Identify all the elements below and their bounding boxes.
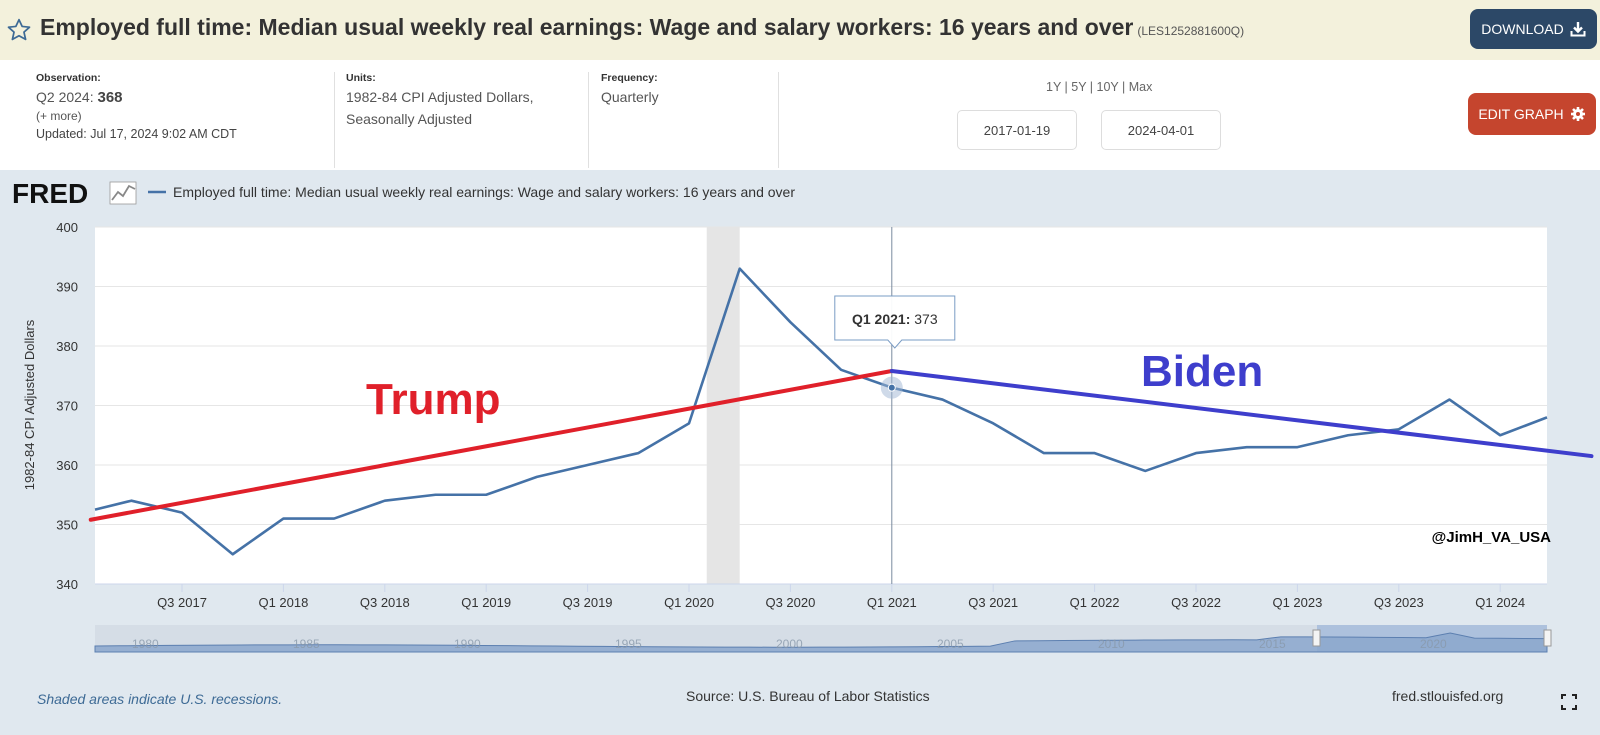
edit-graph-button[interactable]: EDIT GRAPH (1468, 93, 1596, 135)
frequency-panel: Frequency: Quarterly (601, 72, 659, 108)
x-tick-label: Q1 2020 (664, 595, 714, 610)
y-tick-label: 400 (56, 220, 78, 235)
observation-row: Q2 2024: 368 (36, 86, 237, 109)
recession-note: Shaded areas indicate U.S. recessions. (37, 691, 283, 707)
trend-label-biden: Biden (1141, 347, 1263, 396)
navigator-year-label: 2005 (937, 637, 964, 651)
x-tick-label: Q1 2022 (1070, 595, 1120, 610)
end-date-input[interactable]: 2024-04-01 (1101, 110, 1221, 150)
tooltip-period: Q1 2021: (852, 311, 910, 327)
navigator-year-label: 1985 (293, 637, 320, 651)
units-line1: 1982-84 CPI Adjusted Dollars, (346, 89, 534, 105)
units-label: Units: (346, 72, 376, 84)
chart-svg: FRED Employed full time: Median usual we… (12, 178, 1594, 653)
observation-value: 368 (97, 89, 123, 106)
navigator-year-label: 1980 (132, 637, 159, 651)
start-date-input[interactable]: 2017-01-19 (957, 110, 1077, 150)
x-tick-label: Q1 2024 (1475, 595, 1525, 610)
observation-period: Q2 2024: (36, 89, 94, 105)
x-tick-label: Q3 2023 (1374, 595, 1424, 610)
title-text: Employed full time: Median usual weekly … (40, 14, 1134, 40)
range-links[interactable]: 1Y | 5Y | 10Y | Max (1046, 80, 1153, 94)
navigator-year-label: 1990 (454, 637, 481, 651)
star-outline-icon[interactable] (6, 17, 32, 43)
more-link[interactable]: (+ more) (36, 109, 82, 123)
divider (778, 72, 779, 168)
x-tick-label: Q3 2018 (360, 595, 410, 610)
x-tick-label: Q1 2023 (1272, 595, 1322, 610)
units-panel: Units: 1982-84 CPI Adjusted Dollars, Sea… (346, 72, 534, 130)
x-tick-label: Q1 2021 (867, 595, 917, 610)
navigator-right-handle[interactable] (1543, 629, 1552, 647)
trend-label-trump: Trump (366, 375, 500, 424)
gear-icon (1570, 107, 1585, 121)
x-tick-label: Q3 2022 (1171, 595, 1221, 610)
info-bar: Observation: Q2 2024: 368 (+ more) Updat… (0, 60, 1600, 170)
y-tick-label: 380 (56, 339, 78, 354)
navigator-year-label: 2010 (1098, 637, 1125, 651)
y-tick-label: 390 (56, 280, 78, 295)
download-icon (1570, 22, 1586, 37)
page-title: Employed full time: Median usual weekly … (40, 14, 1244, 41)
x-tick-label: Q3 2019 (563, 595, 613, 610)
y-tick-label: 340 (56, 577, 78, 592)
watermark: @JimH_VA_USA (1432, 529, 1552, 546)
series-line (94, 267, 1548, 556)
updated-text: Updated: Jul 17, 2024 9:02 AM CDT (36, 127, 237, 141)
tooltip: Q1 2021: 373 (834, 295, 956, 349)
tooltip-text: Q1 2021: 373 (852, 311, 938, 327)
download-button[interactable]: DOWNLOAD (1470, 9, 1597, 49)
fred-logo-graph-icon (109, 181, 137, 205)
fullscreen-icon[interactable] (1560, 693, 1578, 711)
divider (334, 72, 335, 168)
navigator-year-label: 2000 (776, 637, 803, 651)
legend-label: Employed full time: Median usual weekly … (173, 184, 795, 200)
download-label: DOWNLOAD (1481, 21, 1564, 37)
x-tick-label: Q1 2018 (258, 595, 308, 610)
source-text: Source: U.S. Bureau of Labor Statistics (686, 688, 930, 704)
x-tick-label: Q3 2017 (157, 595, 207, 610)
trend-line-trump (88, 368, 894, 522)
chart-area: FRED Employed full time: Median usual we… (0, 170, 1600, 735)
frequency-label: Frequency: (601, 72, 658, 84)
navigator-year-label: 2015 (1259, 637, 1286, 651)
x-tick-label: Q1 2019 (461, 595, 511, 610)
edit-graph-label: EDIT GRAPH (1478, 106, 1564, 122)
site-link[interactable]: fred.stlouisfed.org (1392, 688, 1504, 704)
series-header: Employed full time: Median usual weekly … (0, 0, 1600, 60)
units-line2: Seasonally Adjusted (346, 111, 473, 127)
y-tick-label: 360 (56, 458, 78, 473)
navigator-year-label: 1995 (615, 637, 642, 651)
trend-line-biden (889, 368, 1594, 459)
navigator-left-handle[interactable] (1312, 629, 1321, 647)
fred-logo-text: FRED (12, 178, 88, 209)
observation-panel: Observation: Q2 2024: 368 (+ more) Updat… (36, 72, 237, 141)
x-tick-label: Q3 2021 (968, 595, 1018, 610)
observation-label: Observation: (36, 72, 101, 84)
tooltip-box (834, 295, 956, 349)
series-id: (LES1252881600Q) (1137, 24, 1245, 38)
y-tick-label: 350 (56, 518, 78, 533)
y-tick-label: 370 (56, 399, 78, 414)
tooltip-value: 373 (914, 311, 938, 327)
fred-logo: FRED (12, 178, 137, 209)
navigator-year-label: 2020 (1420, 637, 1447, 651)
frequency-value: Quarterly (601, 89, 659, 105)
range-navigator[interactable]: 1980 1985 1990 1995 2000 2005 2010 2015 2020 (94, 625, 1552, 653)
x-tick-label: Q3 2020 (765, 595, 815, 610)
hover-point (887, 383, 896, 392)
divider (588, 72, 589, 168)
y-axis-label: 1982-84 CPI Adjusted Dollars (22, 319, 37, 490)
navigator-series (94, 632, 1548, 653)
